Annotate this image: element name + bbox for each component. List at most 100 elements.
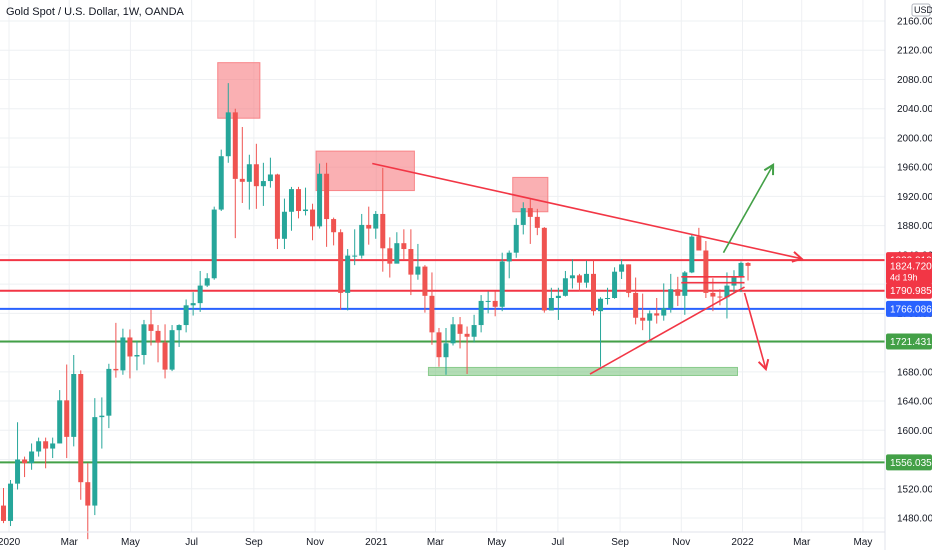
candle-body bbox=[548, 298, 554, 311]
candle-body bbox=[78, 374, 84, 483]
candle-body bbox=[183, 305, 189, 326]
time-tick-label: Jul bbox=[551, 537, 564, 548]
candle-body bbox=[464, 333, 470, 337]
candle-body bbox=[85, 482, 91, 506]
candles-layer bbox=[1, 83, 751, 540]
candle-body bbox=[197, 285, 203, 304]
candle-body bbox=[633, 292, 639, 318]
zone-box bbox=[217, 62, 261, 119]
candle-body bbox=[281, 211, 287, 239]
candle-body bbox=[661, 308, 667, 316]
candle-body bbox=[717, 296, 723, 298]
candle-body bbox=[555, 295, 561, 299]
candle-body bbox=[324, 173, 330, 220]
candle-body bbox=[211, 209, 217, 279]
price-tick-label: 2160.000 bbox=[897, 17, 932, 28]
zone-layer bbox=[217, 62, 738, 376]
candle-body bbox=[668, 289, 674, 309]
time-tick-label: 2020 bbox=[0, 537, 21, 548]
price-labels: 1832.8101790.9851766.0861721.4311556.035… bbox=[886, 252, 932, 471]
candle-body bbox=[204, 278, 210, 286]
candle-body bbox=[569, 275, 575, 279]
price-tick-label: 1640.000 bbox=[897, 397, 932, 408]
candle-body bbox=[366, 224, 372, 229]
price-tick-label: 2080.000 bbox=[897, 75, 932, 86]
candle-body bbox=[141, 324, 147, 356]
price-tick-label: 1520.000 bbox=[897, 484, 932, 495]
level-price-label: 1721.431 bbox=[890, 337, 932, 348]
time-tick-label: Sep bbox=[245, 537, 263, 548]
currency-box bbox=[911, 3, 931, 17]
candle-body bbox=[71, 374, 77, 437]
zone-box bbox=[315, 150, 415, 192]
level-price-label: 1790.985 bbox=[890, 286, 932, 297]
candle-body bbox=[450, 324, 456, 344]
candle-body bbox=[274, 174, 280, 239]
candle-body bbox=[359, 224, 365, 256]
candle-body bbox=[127, 337, 133, 357]
candle-body bbox=[478, 300, 484, 326]
candle-body bbox=[654, 313, 660, 316]
price-tick-label: 1680.000 bbox=[897, 367, 932, 378]
candle-body bbox=[99, 415, 105, 418]
trendline-layer bbox=[372, 162, 800, 375]
candle-body bbox=[162, 342, 168, 370]
candle-body bbox=[534, 216, 540, 228]
candle-body bbox=[626, 264, 632, 293]
time-tick-label: Nov bbox=[306, 537, 324, 548]
time-tick-label: Mar bbox=[61, 537, 79, 548]
candle-body bbox=[288, 189, 294, 212]
candle-body bbox=[303, 209, 309, 212]
candle-body bbox=[436, 332, 442, 358]
candle-body bbox=[696, 236, 702, 251]
candle-body bbox=[583, 273, 589, 283]
price-tick-label: 2040.000 bbox=[897, 104, 932, 115]
time-axis[interactable]: 2020 Mar May Jul Sep Nov 2021 Mar May Jul Sep Nov 20… bbox=[0, 531, 885, 548]
candle-body bbox=[408, 249, 414, 275]
candle-body bbox=[50, 443, 56, 449]
price-tick-label: 2120.000 bbox=[897, 46, 932, 57]
time-tick-label: Nov bbox=[672, 537, 690, 548]
candle-body bbox=[394, 243, 400, 264]
level-price-label-bg bbox=[886, 333, 932, 350]
candle-body bbox=[155, 330, 161, 343]
candle-body bbox=[120, 337, 126, 371]
candle-body bbox=[190, 303, 196, 306]
time-tick-label: May bbox=[121, 537, 140, 548]
trend-arrow bbox=[722, 166, 772, 254]
last-price-bg bbox=[886, 258, 932, 285]
candle-body bbox=[218, 156, 224, 210]
candle-body bbox=[373, 213, 379, 229]
candle-body bbox=[267, 174, 273, 182]
candle-body bbox=[689, 236, 695, 273]
candle-body bbox=[352, 255, 358, 257]
candle-body bbox=[232, 112, 238, 179]
trend-arrow bbox=[743, 292, 766, 368]
candle-body bbox=[57, 400, 63, 444]
candle-body bbox=[345, 255, 351, 293]
candle-body bbox=[612, 271, 618, 299]
candle-body bbox=[429, 295, 435, 333]
time-tick-label: 2022 bbox=[731, 537, 754, 548]
candle-body bbox=[317, 173, 323, 227]
candle-body bbox=[43, 441, 49, 449]
level-price-label-bg bbox=[886, 454, 932, 471]
candle-body bbox=[225, 112, 231, 157]
bar-countdown-label: 4d 19h bbox=[890, 273, 918, 283]
chart-title: Gold Spot / U.S. Dollar, 1W, OANDA bbox=[6, 6, 184, 18]
candle-body bbox=[675, 289, 681, 296]
time-tick-label: 2021 bbox=[365, 537, 388, 548]
candle-body bbox=[745, 262, 751, 266]
candle-body bbox=[331, 219, 337, 233]
time-tick-label: Sep bbox=[611, 537, 629, 548]
candle-body bbox=[239, 178, 245, 182]
candle-body bbox=[15, 459, 21, 484]
time-tick-label: Mar bbox=[793, 537, 811, 548]
candle-body bbox=[471, 325, 477, 337]
candle-body bbox=[415, 266, 421, 275]
candle-body bbox=[1, 505, 6, 521]
candle-body bbox=[310, 209, 316, 227]
candle-body bbox=[296, 189, 301, 212]
price-tick-label: 1480.000 bbox=[897, 514, 932, 525]
